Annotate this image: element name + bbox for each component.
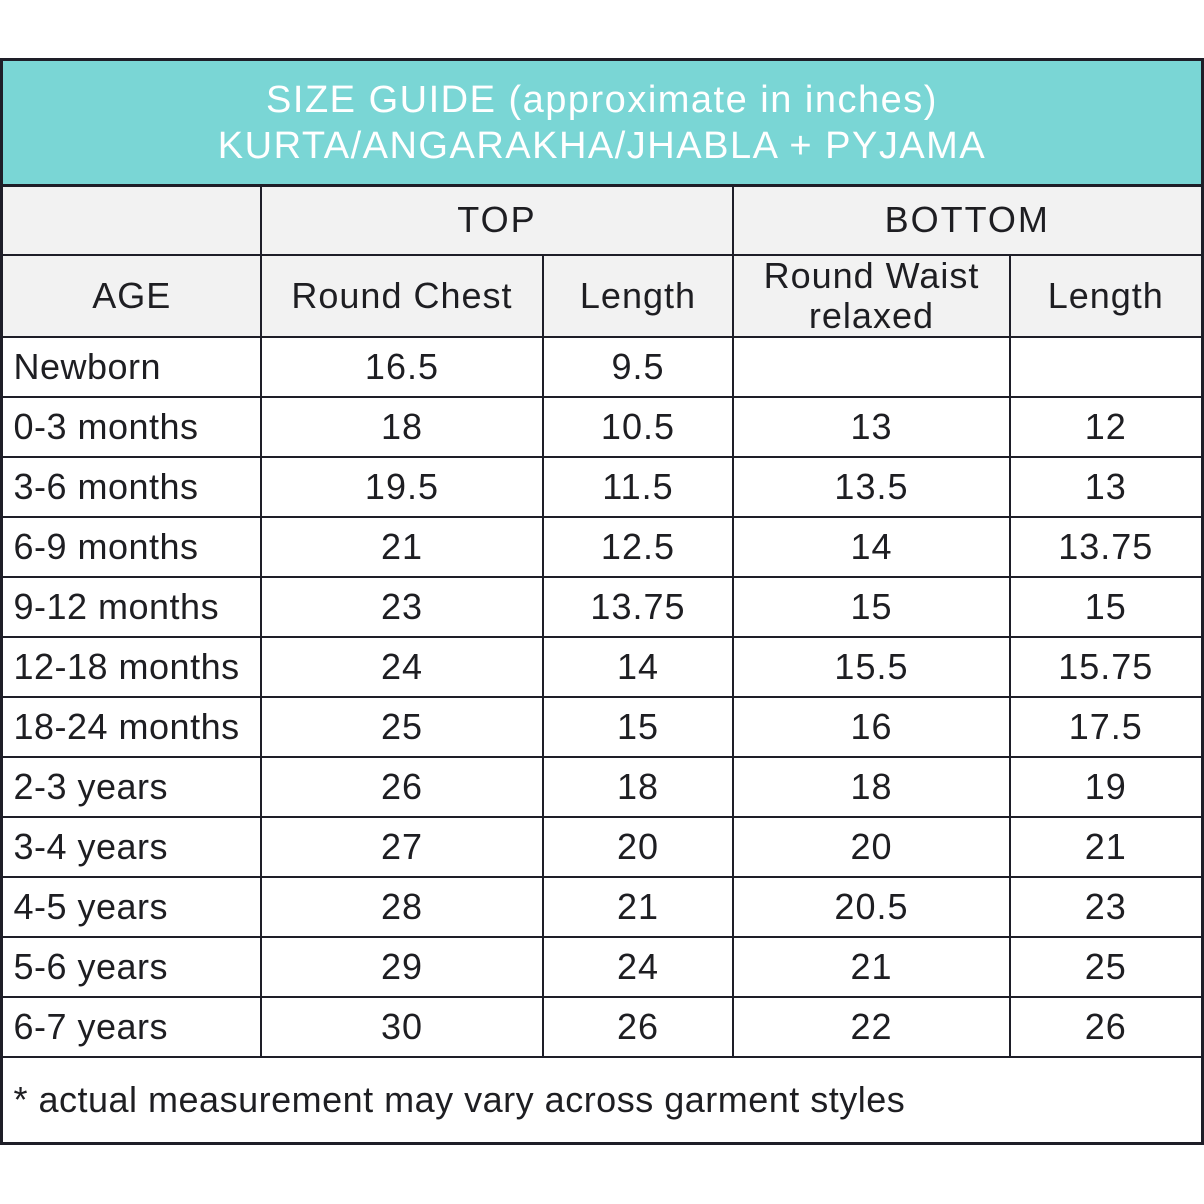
value-cell: 19.5 bbox=[259, 456, 544, 519]
value-cell: 21 bbox=[259, 516, 544, 579]
value-cell: 12.5 bbox=[541, 516, 734, 579]
value-cell: 29 bbox=[259, 936, 544, 999]
value-cell: 9.5 bbox=[541, 336, 734, 399]
value-cell: 25 bbox=[1008, 936, 1204, 999]
age-cell: Newborn bbox=[0, 336, 262, 399]
age-cell: 6-9 months bbox=[0, 516, 262, 579]
value-cell: 14 bbox=[541, 636, 734, 699]
corner-cell bbox=[0, 184, 262, 256]
value-cell: 15 bbox=[731, 576, 1011, 639]
value-cell: 20 bbox=[731, 816, 1011, 879]
value-cell: 30 bbox=[259, 996, 544, 1059]
value-cell: 13 bbox=[731, 396, 1011, 459]
title-row: SIZE GUIDE (approximate in inches) KURTA… bbox=[0, 58, 1204, 187]
table-row: 18-24 months 25 15 16 17.5 bbox=[0, 696, 1204, 759]
group-header-top: TOP bbox=[259, 184, 734, 256]
value-cell: 24 bbox=[541, 936, 734, 999]
value-cell: 14 bbox=[731, 516, 1011, 579]
value-cell: 27 bbox=[259, 816, 544, 879]
value-cell: 13.5 bbox=[731, 456, 1011, 519]
age-cell: 9-12 months bbox=[0, 576, 262, 639]
age-cell: 3-6 months bbox=[0, 456, 262, 519]
value-cell: 26 bbox=[259, 756, 544, 819]
value-cell: 15 bbox=[541, 696, 734, 759]
value-cell: 21 bbox=[731, 936, 1011, 999]
size-guide-table: SIZE GUIDE (approximate in inches) KURTA… bbox=[0, 58, 1204, 1145]
value-cell: 15.5 bbox=[731, 636, 1011, 699]
table-row: 5-6 years 29 24 21 25 bbox=[0, 936, 1204, 999]
value-cell: 11.5 bbox=[541, 456, 734, 519]
value-cell: 18 bbox=[259, 396, 544, 459]
age-cell: 18-24 months bbox=[0, 696, 262, 759]
table-row: 4-5 years 28 21 20.5 23 bbox=[0, 876, 1204, 939]
value-cell: 13.75 bbox=[541, 576, 734, 639]
table-row: 12-18 months 24 14 15.5 15.75 bbox=[0, 636, 1204, 699]
page: SIZE GUIDE (approximate in inches) KURTA… bbox=[0, 58, 1204, 1145]
value-cell: 23 bbox=[259, 576, 544, 639]
value-cell: 16.5 bbox=[259, 336, 544, 399]
value-cell: 28 bbox=[259, 876, 544, 939]
value-cell: 21 bbox=[1008, 816, 1204, 879]
value-cell: 13 bbox=[1008, 456, 1204, 519]
table-row: 2-3 years 26 18 18 19 bbox=[0, 756, 1204, 819]
value-cell: 26 bbox=[541, 996, 734, 1059]
table-title: SIZE GUIDE (approximate in inches) KURTA… bbox=[0, 58, 1204, 187]
age-cell: 0-3 months bbox=[0, 396, 262, 459]
table-row: 6-7 years 30 26 22 26 bbox=[0, 996, 1204, 1059]
table-row: 6-9 months 21 12.5 14 13.75 bbox=[0, 516, 1204, 579]
column-header-top-length: Length bbox=[541, 253, 734, 339]
table-row: 0-3 months 18 10.5 13 12 bbox=[0, 396, 1204, 459]
age-cell: 6-7 years bbox=[0, 996, 262, 1059]
title-line-1: SIZE GUIDE (approximate in inches) bbox=[266, 78, 938, 121]
value-cell: 10.5 bbox=[541, 396, 734, 459]
value-cell: 20.5 bbox=[731, 876, 1011, 939]
value-cell: 21 bbox=[541, 876, 734, 939]
value-cell bbox=[731, 336, 1011, 399]
column-header-row: AGE Round Chest Length Round Waist relax… bbox=[0, 253, 1204, 339]
age-cell: 2-3 years bbox=[0, 756, 262, 819]
value-cell: 15 bbox=[1008, 576, 1204, 639]
value-cell: 23 bbox=[1008, 876, 1204, 939]
column-header-bottom-length: Length bbox=[1008, 253, 1204, 339]
value-cell: 17.5 bbox=[1008, 696, 1204, 759]
value-cell: 22 bbox=[731, 996, 1011, 1059]
group-header-row: TOP BOTTOM bbox=[0, 184, 1204, 256]
value-cell bbox=[1008, 336, 1204, 399]
footnote: * actual measurement may vary across gar… bbox=[0, 1056, 1204, 1145]
value-cell: 13.75 bbox=[1008, 516, 1204, 579]
value-cell: 16 bbox=[731, 696, 1011, 759]
age-cell: 4-5 years bbox=[0, 876, 262, 939]
value-cell: 19 bbox=[1008, 756, 1204, 819]
value-cell: 15.75 bbox=[1008, 636, 1204, 699]
value-cell: 18 bbox=[541, 756, 734, 819]
group-header-bottom: BOTTOM bbox=[731, 184, 1204, 256]
table-row: 9-12 months 23 13.75 15 15 bbox=[0, 576, 1204, 639]
value-cell: 20 bbox=[541, 816, 734, 879]
footnote-row: * actual measurement may vary across gar… bbox=[0, 1056, 1204, 1145]
value-cell: 24 bbox=[259, 636, 544, 699]
table-row: Newborn 16.5 9.5 bbox=[0, 336, 1204, 399]
value-cell: 12 bbox=[1008, 396, 1204, 459]
title-line-2: KURTA/ANGARAKHA/JHABLA + PYJAMA bbox=[217, 124, 987, 167]
table-row: 3-6 months 19.5 11.5 13.5 13 bbox=[0, 456, 1204, 519]
value-cell: 18 bbox=[731, 756, 1011, 819]
column-header-round-chest: Round Chest bbox=[259, 253, 544, 339]
column-header-round-waist: Round Waist relaxed bbox=[731, 253, 1011, 339]
age-cell: 5-6 years bbox=[0, 936, 262, 999]
value-cell: 25 bbox=[259, 696, 544, 759]
table-row: 3-4 years 27 20 20 21 bbox=[0, 816, 1204, 879]
age-cell: 12-18 months bbox=[0, 636, 262, 699]
age-cell: 3-4 years bbox=[0, 816, 262, 879]
value-cell: 26 bbox=[1008, 996, 1204, 1059]
column-header-age: AGE bbox=[0, 253, 262, 339]
